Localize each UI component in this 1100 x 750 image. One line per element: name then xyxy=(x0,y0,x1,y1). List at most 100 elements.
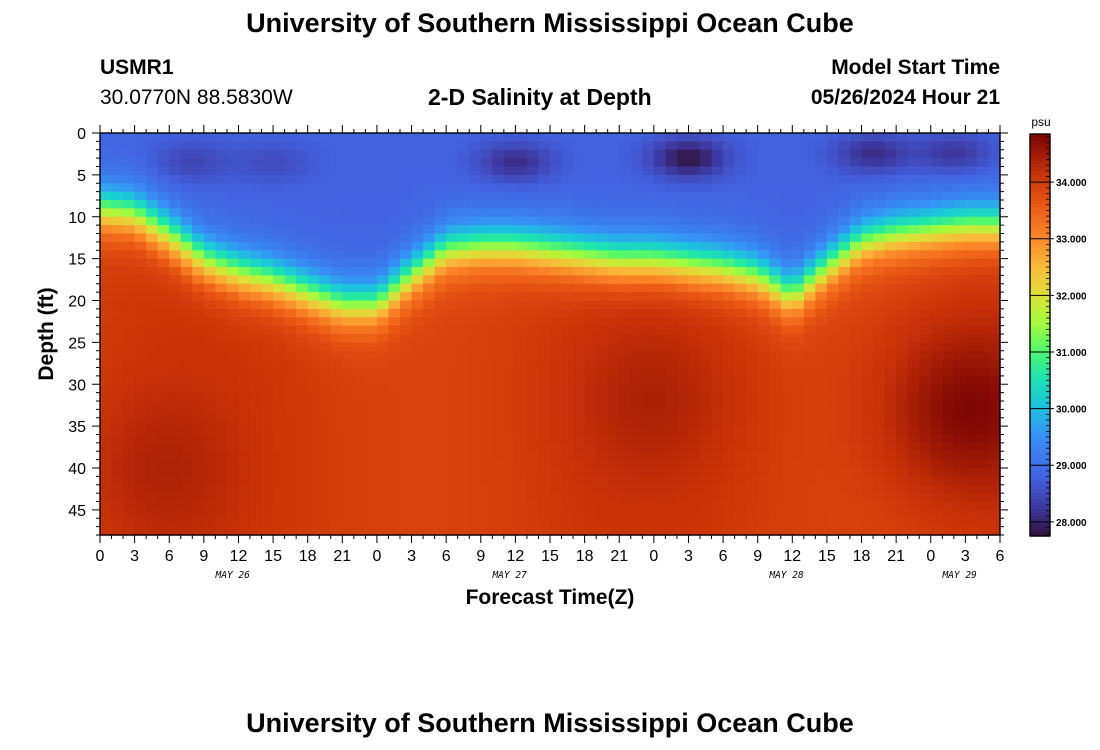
heatmap-cell xyxy=(746,484,759,494)
heatmap-cell xyxy=(769,459,782,469)
heatmap-cell xyxy=(907,401,920,410)
heatmap-cell xyxy=(492,250,505,260)
heatmap-cell xyxy=(919,300,932,310)
heatmap-cell xyxy=(215,166,228,176)
heatmap-cell xyxy=(746,183,759,193)
heatmap-cell xyxy=(134,409,147,419)
heatmap-cell xyxy=(838,451,851,461)
heatmap-cell xyxy=(976,292,990,302)
heatmap-cell xyxy=(250,158,263,168)
heatmap-cell xyxy=(215,342,228,352)
heatmap-cell xyxy=(169,484,182,494)
heatmap-cell xyxy=(146,509,159,519)
heatmap-cell xyxy=(700,233,713,243)
heatmap-cell xyxy=(873,484,886,494)
heatmap-cell xyxy=(307,468,320,477)
heatmap-cell xyxy=(815,417,828,427)
heatmap-cell xyxy=(850,183,863,193)
heatmap-cell xyxy=(700,317,713,327)
heatmap-cell xyxy=(261,401,274,410)
heatmap-cell xyxy=(700,442,713,452)
heatmap-cell xyxy=(826,501,840,511)
heatmap-cell xyxy=(884,300,897,310)
heatmap-cell xyxy=(157,434,170,444)
heatmap-cell xyxy=(769,292,782,302)
heatmap-cell xyxy=(561,292,574,302)
heatmap-cell xyxy=(746,509,759,519)
heatmap-cell xyxy=(169,426,182,436)
heatmap-cell xyxy=(826,442,840,452)
heatmap-cell xyxy=(400,300,413,310)
heatmap-cell xyxy=(988,233,1001,243)
heatmap-cell xyxy=(203,250,216,260)
heatmap-cell xyxy=(607,334,620,343)
heatmap-cell xyxy=(676,526,690,536)
heatmap-cell xyxy=(515,141,528,151)
heatmap-cell xyxy=(884,342,897,352)
heatmap-cell xyxy=(861,317,874,327)
heatmap-cell xyxy=(180,484,193,494)
heatmap-cell xyxy=(261,434,274,444)
heatmap-cell xyxy=(307,191,320,201)
heatmap-cell xyxy=(423,183,436,193)
heatmap-cell xyxy=(134,367,147,377)
heatmap-cell xyxy=(457,283,470,293)
heatmap-cell xyxy=(503,493,516,503)
heatmap-cell xyxy=(457,509,470,519)
heatmap-cell xyxy=(330,258,343,268)
heatmap-cell xyxy=(273,317,286,327)
heatmap-cell xyxy=(561,526,574,536)
heatmap-cell xyxy=(815,442,828,452)
heatmap-cell xyxy=(157,174,170,184)
heatmap-cell xyxy=(180,426,193,436)
heatmap-cell xyxy=(561,392,574,402)
heatmap-cell xyxy=(157,442,170,452)
heatmap-cell xyxy=(769,468,782,477)
heatmap-cell xyxy=(411,308,424,318)
heatmap-cell xyxy=(157,283,170,293)
heatmap-cell xyxy=(942,401,955,410)
heatmap-cell xyxy=(653,509,666,519)
heatmap-cell xyxy=(630,325,643,335)
heatmap-cell xyxy=(769,200,782,209)
heatmap-cell xyxy=(342,141,355,151)
heatmap-cell xyxy=(711,434,724,444)
heatmap-cell xyxy=(873,141,886,151)
heatmap-cell xyxy=(873,409,886,419)
heatmap-cell xyxy=(284,426,297,436)
heatmap-cell xyxy=(919,317,932,327)
heatmap-cell xyxy=(446,241,459,251)
heatmap-cell xyxy=(469,476,482,486)
heatmap-cell xyxy=(723,317,736,327)
heatmap-cell xyxy=(434,384,447,394)
heatmap-cell xyxy=(446,392,459,402)
heatmap-cell xyxy=(930,367,943,377)
heatmap-cell xyxy=(342,417,355,427)
heatmap-cell xyxy=(146,459,159,469)
heatmap-cell xyxy=(169,191,182,201)
heatmap-cell xyxy=(365,468,378,477)
heatmap-cell xyxy=(203,518,216,528)
heatmap-cell xyxy=(353,409,366,419)
heatmap-cell xyxy=(180,241,193,251)
colorbar-swatch xyxy=(1030,328,1050,333)
heatmap-cell xyxy=(180,509,193,519)
heatmap-cell xyxy=(215,451,228,461)
heatmap-cell xyxy=(953,451,966,461)
heatmap-cell xyxy=(676,493,690,503)
heatmap-cell xyxy=(526,141,540,151)
heatmap-cell xyxy=(526,426,540,436)
heatmap-cell xyxy=(953,401,966,410)
heatmap-cell xyxy=(434,233,447,243)
heatmap-cell xyxy=(573,317,586,327)
heatmap-cell xyxy=(480,409,493,419)
heatmap-cell xyxy=(907,384,920,394)
heatmap-cell xyxy=(226,401,240,410)
heatmap-cell xyxy=(226,308,240,318)
heatmap-cell xyxy=(273,250,286,260)
heatmap-cell xyxy=(803,292,816,302)
heatmap-cell xyxy=(226,468,240,477)
heatmap-cell xyxy=(861,133,874,142)
heatmap-cell xyxy=(215,426,228,436)
heatmap-cell xyxy=(192,308,205,318)
